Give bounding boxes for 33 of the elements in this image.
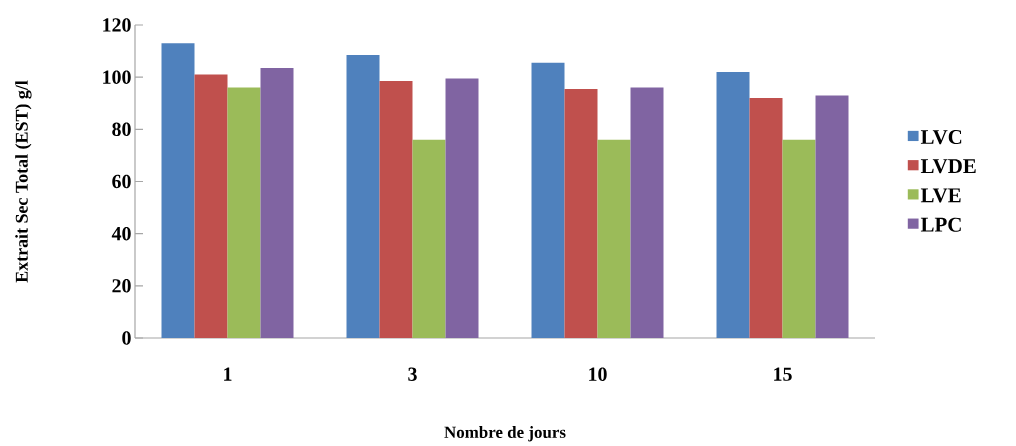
bar bbox=[716, 71, 750, 338]
bar bbox=[412, 139, 446, 338]
bar bbox=[531, 62, 565, 338]
legend-label: LVE bbox=[920, 188, 961, 203]
y-tick-label: 20 bbox=[112, 279, 131, 293]
x-tick-label: 15 bbox=[774, 367, 792, 381]
legend-label: LVDE bbox=[920, 159, 976, 174]
legend-label: LVC bbox=[920, 129, 962, 145]
x-tick-label: 1 bbox=[224, 367, 232, 381]
y-tick-label: 60 bbox=[112, 174, 131, 189]
bar bbox=[749, 98, 783, 338]
bar bbox=[782, 139, 816, 338]
bar bbox=[161, 43, 195, 338]
bar bbox=[564, 88, 598, 338]
bar bbox=[630, 87, 664, 338]
bar bbox=[379, 81, 413, 338]
bar bbox=[597, 139, 631, 338]
bar bbox=[346, 54, 380, 338]
bar bbox=[445, 78, 479, 338]
y-axis-title: Extrait Sec Total (EST) g/l bbox=[15, 80, 32, 283]
y-tick-label: 80 bbox=[112, 122, 131, 137]
x-tick-label: 3 bbox=[408, 367, 417, 381]
y-tick-label: 0 bbox=[122, 331, 131, 345]
bar bbox=[260, 68, 294, 338]
y-tick-label: 100 bbox=[103, 70, 131, 84]
bar bbox=[815, 95, 849, 338]
x-tick-label: 10 bbox=[589, 367, 607, 381]
bar bbox=[227, 87, 261, 338]
y-tick-label: 120 bbox=[103, 18, 131, 32]
legend-label: LPC bbox=[920, 217, 961, 232]
x-axis-title: Nombre de jours bbox=[444, 426, 566, 442]
y-tick-label: 40 bbox=[111, 226, 131, 241]
bar bbox=[194, 74, 228, 338]
